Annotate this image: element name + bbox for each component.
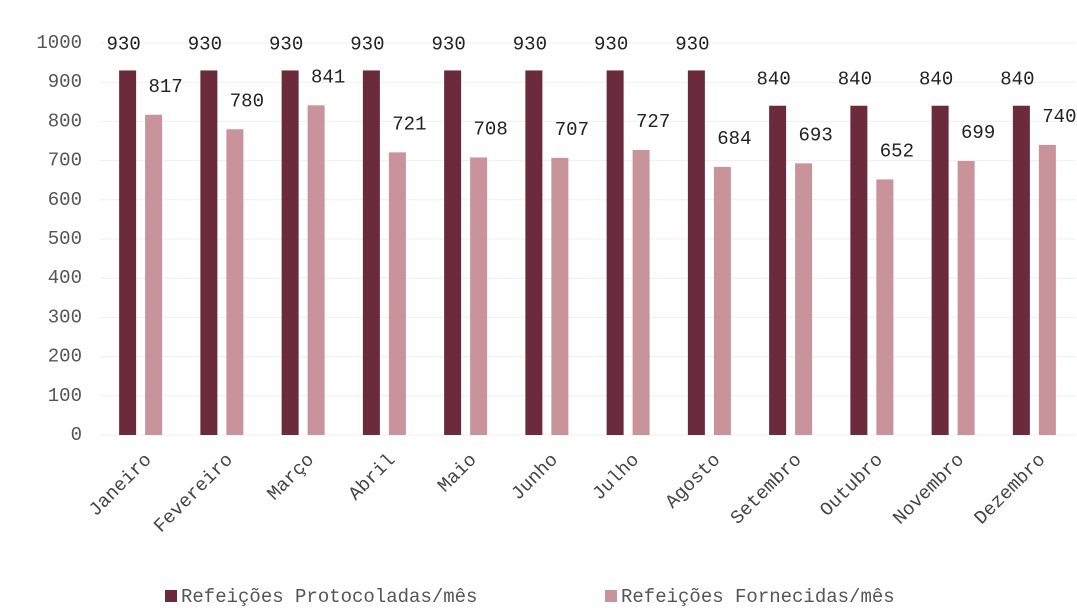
bar: [119, 70, 137, 435]
y-tick-label: 800: [48, 110, 82, 132]
data-label: 930: [594, 33, 628, 55]
bar: [769, 105, 787, 435]
data-label: 841: [311, 66, 345, 88]
x-tick-label: Julho: [588, 449, 644, 505]
bar: [687, 70, 705, 435]
bar: [551, 157, 569, 435]
bar: [307, 105, 325, 435]
x-tick-label: Novembro: [889, 449, 969, 529]
data-label: 699: [961, 122, 995, 144]
y-tick-label: 700: [48, 150, 82, 172]
y-tick-label: 300: [48, 306, 82, 328]
bar: [1038, 144, 1056, 436]
x-tick-label: Abril: [344, 449, 400, 505]
bar: [145, 114, 163, 436]
bar: [632, 150, 650, 436]
data-label: 780: [230, 90, 264, 112]
data-label: 930: [513, 33, 547, 55]
data-label: 817: [149, 76, 183, 98]
data-label: 840: [1000, 69, 1034, 91]
data-label: 930: [350, 33, 384, 55]
data-label: 930: [107, 33, 141, 55]
bar: [281, 70, 299, 435]
bar: [606, 70, 624, 435]
legend-label: Refeições Protocoladas/mês: [181, 586, 477, 608]
data-label: 684: [717, 128, 751, 150]
bar: [362, 70, 380, 435]
data-label: 930: [432, 33, 466, 55]
data-label: 727: [636, 111, 670, 133]
x-tick-label: Outubro: [816, 449, 888, 521]
data-label: 930: [269, 33, 303, 55]
bar: [525, 70, 543, 435]
data-label: 840: [919, 69, 953, 91]
bar: [444, 70, 462, 435]
data-label: 721: [392, 113, 426, 135]
y-tick-label: 900: [48, 71, 82, 93]
x-tick-label: Março: [263, 449, 319, 505]
data-label: 693: [799, 124, 833, 146]
data-label: 707: [555, 119, 589, 141]
bar: [931, 105, 949, 435]
bar: [850, 105, 868, 435]
bar: [226, 129, 244, 436]
x-tick-label: Agosto: [661, 449, 725, 513]
data-label: 708: [474, 118, 508, 140]
legend-swatch: [165, 590, 177, 602]
x-tick-label: Maio: [434, 449, 482, 497]
y-tick-label: 200: [48, 346, 82, 368]
y-tick-label: 600: [48, 189, 82, 211]
legend-label: Refeições Fornecidas/mês: [621, 586, 895, 608]
data-label: 930: [675, 33, 709, 55]
x-tick-label: Dezembro: [970, 449, 1050, 529]
x-tick-label: Junho: [507, 449, 563, 505]
legend-swatch: [605, 590, 617, 602]
bar: [795, 163, 813, 435]
data-label: 840: [838, 69, 872, 91]
bar: [200, 70, 218, 435]
data-label: 840: [757, 69, 791, 91]
bar: [388, 152, 406, 436]
bar: [713, 166, 731, 435]
y-tick-label: 0: [71, 424, 82, 446]
data-label: 930: [188, 33, 222, 55]
bar: [957, 160, 975, 435]
data-label: 652: [880, 140, 914, 162]
bar: [876, 179, 894, 435]
x-tick-label: Janeiro: [84, 449, 156, 521]
y-tick-label: 100: [48, 385, 82, 407]
x-tick-label: Fevereiro: [150, 449, 238, 537]
y-tick-label: 1000: [36, 32, 82, 54]
y-tick-label: 500: [48, 228, 82, 250]
bar: [470, 157, 488, 436]
y-tick-label: 400: [48, 267, 82, 289]
x-tick-label: Setembro: [726, 449, 806, 529]
data-label: 740: [1042, 106, 1076, 128]
bar: [1012, 105, 1030, 435]
